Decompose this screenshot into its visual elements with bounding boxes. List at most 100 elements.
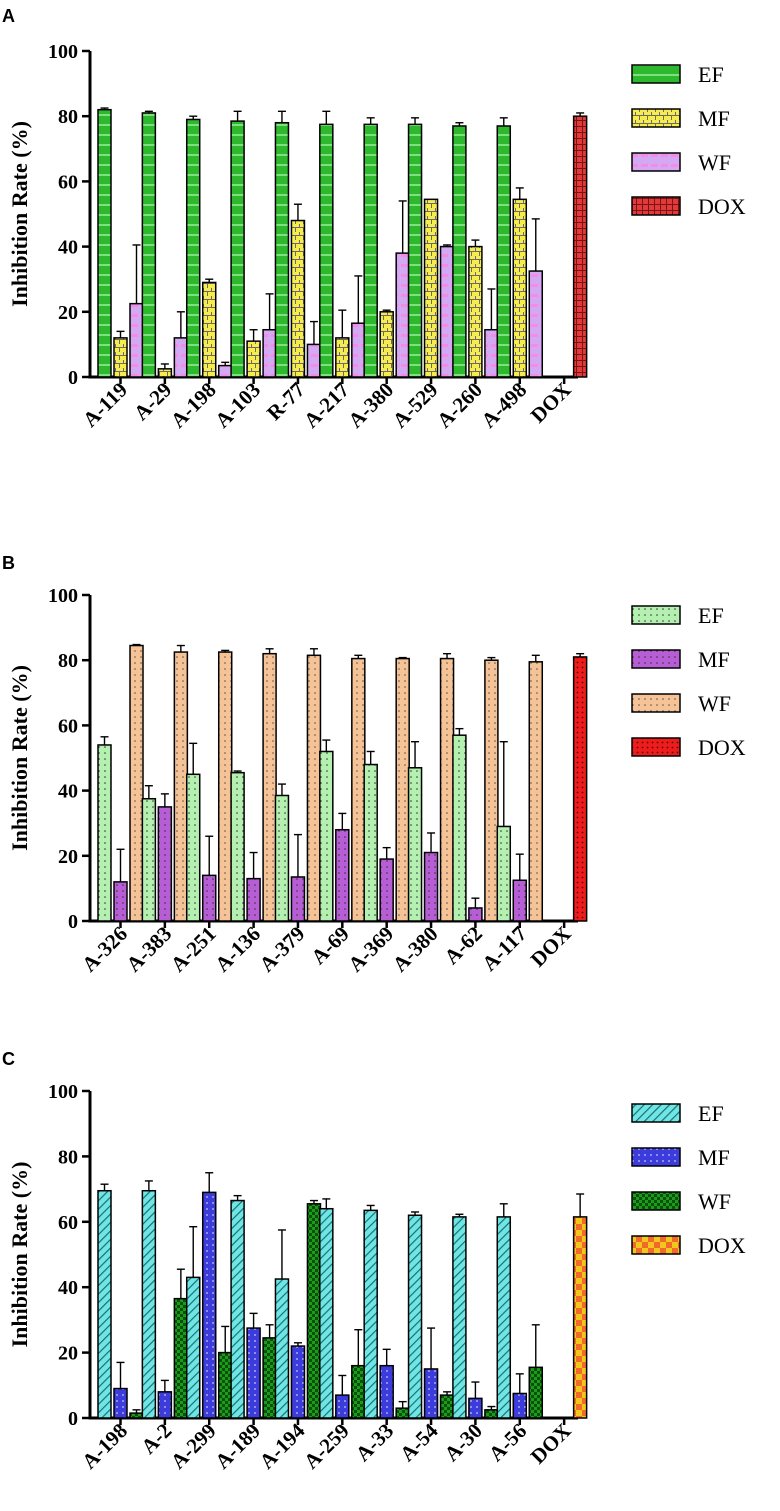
bar-mf-a-198 — [113, 1387, 128, 1419]
bar-wf-a-380 — [395, 252, 410, 378]
bar-dox-dox — [572, 1216, 588, 1419]
legend-label-ef: EF — [698, 603, 724, 628]
bar-wf-a-56 — [528, 1366, 544, 1419]
x-category-label: A-259 — [299, 1419, 354, 1474]
y-tick-label: 40 — [58, 781, 78, 803]
bar-wf-a-29 — [173, 337, 189, 378]
bar-mf-a-62 — [468, 907, 483, 922]
bar-wf-a-69 — [351, 657, 366, 922]
bar-mf-a-259 — [335, 1394, 350, 1419]
legend-swatch-ef — [631, 1103, 681, 1123]
y-tick-label: 0 — [68, 911, 78, 933]
bar-wf-a-251 — [217, 651, 233, 922]
bar-mf-a-217 — [335, 337, 350, 378]
x-category-label: A-260 — [432, 378, 487, 433]
bar-ef-a-194 — [274, 1278, 290, 1419]
legend-label-dox: DOX — [698, 735, 746, 760]
legend-swatch-wf — [631, 152, 681, 172]
legend-label-ef: EF — [698, 62, 724, 87]
bar-ef-a-136 — [230, 771, 245, 922]
x-category-label: A-379 — [255, 922, 310, 977]
legend-label-wf: WF — [698, 150, 731, 175]
legend-label-mf: MF — [698, 647, 730, 672]
x-category-label: A-217 — [299, 378, 354, 433]
bar-mf-a-30 — [468, 1397, 483, 1419]
bar-wf-a-260 — [484, 328, 499, 378]
x-category-label: A-369 — [343, 922, 398, 977]
bar-wf-a-259 — [351, 1364, 366, 1419]
x-category-label: A-136 — [210, 922, 265, 977]
bar-mf-a-380 — [379, 311, 394, 378]
bar-mf-a-326 — [113, 881, 128, 922]
y-tick-label: 0 — [68, 367, 78, 389]
bar-mf-a-29 — [157, 368, 173, 378]
bar-ef-a-379 — [274, 794, 290, 922]
y-tick-label: 20 — [58, 302, 78, 324]
y-tick-label: 80 — [58, 1146, 78, 1168]
bar-ef-a-119 — [97, 108, 112, 378]
x-category-label: DOX — [526, 922, 576, 972]
x-category-label: A-380 — [343, 378, 398, 433]
bar-mf-a-56 — [512, 1392, 528, 1419]
bar-wf-a-2 — [173, 1297, 189, 1419]
x-category-label: A-189 — [210, 1419, 265, 1474]
y-tick-label: 20 — [58, 846, 78, 868]
legend-label-dox: DOX — [698, 1233, 746, 1258]
bar-ef-a-383 — [141, 798, 157, 922]
bar-ef-a-62 — [452, 734, 467, 922]
x-category-label: A-529 — [388, 378, 443, 433]
bar-ef-a-189 — [230, 1199, 245, 1419]
bar-mf-a-54 — [423, 1368, 439, 1419]
legend-swatch-ef — [631, 64, 681, 84]
bar-ef-a-103 — [230, 120, 245, 378]
y-tick-label: 80 — [58, 650, 78, 672]
legend-label-ef: EF — [698, 1101, 724, 1126]
y-axis-title: Inhibition Rate (%) — [7, 1162, 32, 1348]
bar-ef-a-380 — [363, 123, 378, 378]
bar-ef-r-77 — [274, 121, 290, 378]
bar-wf-a-136 — [262, 652, 277, 922]
bar-ef-a-380 — [407, 767, 423, 922]
bar-ef-a-251 — [185, 773, 201, 922]
bar-mf-a-136 — [246, 877, 261, 922]
bar-mf-a-189 — [246, 1327, 261, 1419]
x-category-label: A-117 — [477, 922, 531, 976]
panel-letter: A — [2, 6, 15, 26]
bar-wf-a-189 — [262, 1337, 277, 1419]
bar-wf-a-369 — [395, 657, 410, 922]
bar-mf-a-117 — [512, 879, 528, 922]
x-category-label: A-103 — [210, 378, 265, 433]
y-tick-label: 60 — [58, 1212, 78, 1234]
x-category-label: DOX — [526, 378, 576, 428]
bar-mf-a-198 — [201, 281, 217, 378]
bar-mf-a-251 — [201, 874, 217, 922]
bar-mf-a-379 — [290, 876, 306, 922]
bar-mf-a-299 — [201, 1191, 217, 1419]
chart-panel-c: C Inhibition Rate (%) 0 20 40 60 80 100 A-198 A-2… — [2, 1049, 746, 1473]
bar-mf-a-2 — [157, 1391, 173, 1419]
x-category-label: A-383 — [121, 922, 176, 977]
bar-ef-a-29 — [141, 112, 157, 378]
bar-wf-a-117 — [528, 661, 544, 922]
y-axis-title: Inhibition Rate (%) — [7, 121, 32, 307]
bar-ef-a-30 — [452, 1216, 467, 1419]
chart-panel-a: A Inhibition Rate (%) 0 20 40 60 80 100 A-119 A-2… — [2, 6, 746, 432]
bar-wf-a-299 — [217, 1351, 233, 1419]
y-tick-label: 20 — [58, 1343, 78, 1365]
x-category-label: A-498 — [476, 378, 531, 433]
bar-wf-a-198 — [217, 364, 233, 378]
bar-mf-a-498 — [512, 198, 528, 378]
x-category-label: A-380 — [388, 922, 443, 977]
y-tick-label: 40 — [58, 237, 78, 259]
x-category-label: A-54 — [395, 1418, 443, 1466]
bar-ef-a-217 — [319, 123, 334, 378]
x-category-label: A-30 — [439, 1419, 486, 1466]
legend-swatch-mf — [631, 1147, 681, 1167]
panel-letter: B — [2, 553, 15, 573]
bar-ef-a-54 — [407, 1214, 423, 1419]
bar-wf-a-103 — [262, 328, 277, 378]
y-tick-label: 100 — [48, 1081, 78, 1103]
x-category-label: A-194 — [255, 1418, 310, 1473]
y-tick-label: 100 — [48, 585, 78, 607]
